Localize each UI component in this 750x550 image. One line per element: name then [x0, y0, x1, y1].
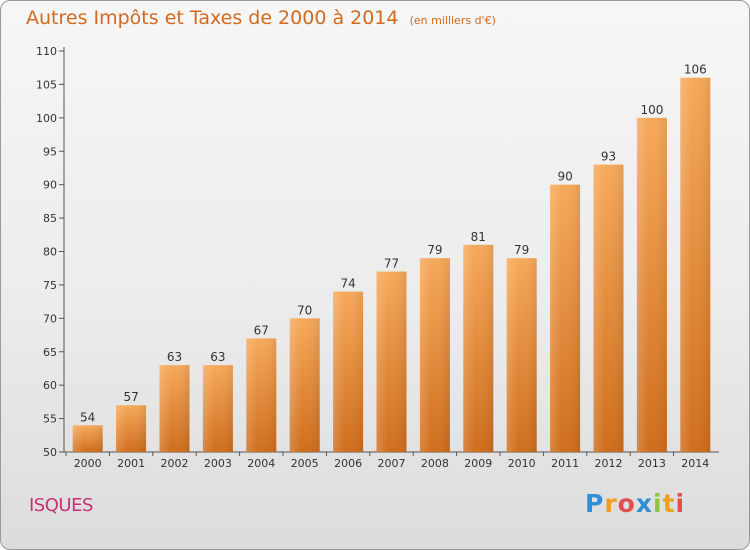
bar-shade-2014 [680, 77, 711, 452]
value-label-2011: 90 [557, 170, 572, 184]
value-label-2010: 79 [514, 243, 529, 257]
logo-letter: r [604, 489, 618, 518]
x-tick-label-2007: 2007 [378, 457, 406, 470]
value-label-2007: 77 [384, 257, 399, 271]
value-label-2001: 57 [123, 390, 138, 404]
x-tick-label-2009: 2009 [464, 457, 492, 470]
value-label-2002: 63 [167, 350, 182, 364]
y-tick-label: 95 [43, 145, 57, 158]
logo-letter: t [662, 489, 676, 518]
x-tick-label-2010: 2010 [508, 457, 536, 470]
bar-shade-2010 [506, 258, 537, 452]
x-tick-label-2012: 2012 [595, 457, 623, 470]
chart-title: Autres Impôts et Taxes de 2000 à 2014 (e… [26, 7, 496, 29]
y-tick-label: 55 [43, 413, 57, 426]
y-tick-label: 110 [36, 45, 57, 58]
y-tick-label: 105 [36, 78, 57, 91]
logo-letter: i [675, 489, 686, 518]
logo-letter: P [585, 489, 605, 518]
x-tick-label-2005: 2005 [291, 457, 319, 470]
value-label-2012: 93 [601, 150, 616, 164]
y-tick-label: 75 [43, 279, 57, 292]
x-tick-label-2002: 2002 [161, 457, 189, 470]
bar-shade-2003 [202, 365, 233, 452]
x-tick-label-2008: 2008 [421, 457, 449, 470]
y-tick-label: 100 [36, 112, 57, 125]
y-tick-label: 85 [43, 212, 57, 225]
logo-letter: x [635, 489, 653, 518]
bar-shade-2011 [550, 184, 581, 452]
value-label-2003: 63 [210, 350, 225, 364]
y-tick-label: 50 [43, 446, 57, 459]
x-tick-label-2013: 2013 [638, 457, 666, 470]
x-tick-label-2004: 2004 [247, 457, 275, 470]
bar-shade-2006 [333, 291, 364, 452]
value-label-2009: 81 [471, 230, 486, 244]
x-tick-label-2001: 2001 [117, 457, 145, 470]
x-tick-label-2000: 2000 [74, 457, 102, 470]
x-tick-label-2003: 2003 [204, 457, 232, 470]
bar-shade-2007 [376, 271, 407, 452]
value-label-2004: 67 [254, 323, 269, 337]
bar-shade-2008 [419, 258, 450, 452]
value-label-2008: 79 [427, 243, 442, 257]
bar-shade-2009 [463, 244, 494, 452]
bar-shade-2004 [246, 338, 277, 452]
bar-shade-2000 [72, 425, 103, 452]
y-tick-label: 90 [43, 179, 57, 192]
value-label-2005: 70 [297, 303, 312, 317]
logo-letter: i [653, 489, 663, 518]
x-tick-label-2014: 2014 [681, 457, 709, 470]
bar-shade-2012 [593, 164, 624, 452]
bar-shade-2013 [636, 117, 667, 452]
chart-title-text: Autres Impôts et Taxes de 2000 à 2014 [26, 7, 399, 29]
proxiti-logo: Proxiti [585, 489, 685, 518]
value-label-2014: 106 [684, 63, 707, 77]
logo-letter: o [617, 489, 636, 518]
x-tick-label-2011: 2011 [551, 457, 579, 470]
bar-shade-2002 [159, 365, 190, 452]
y-tick-label: 70 [43, 312, 57, 325]
bar-shade-2001 [116, 405, 147, 452]
bars: 54 57 63 63 67 70 74 77 79 81 79 90 93 100 106 [72, 63, 711, 452]
x-tick-label-2006: 2006 [334, 457, 362, 470]
value-label-2013: 100 [640, 103, 663, 117]
y-tick-label: 80 [43, 246, 57, 259]
y-tick-label: 65 [43, 346, 57, 359]
chart-unit-text: (en milliers d'€) [409, 14, 496, 27]
value-label-2006: 74 [340, 277, 355, 291]
commune-name: ISQUES [29, 495, 93, 516]
bar-shade-2005 [289, 318, 320, 452]
value-label-2000: 54 [80, 410, 95, 424]
y-tick-label: 60 [43, 379, 57, 392]
